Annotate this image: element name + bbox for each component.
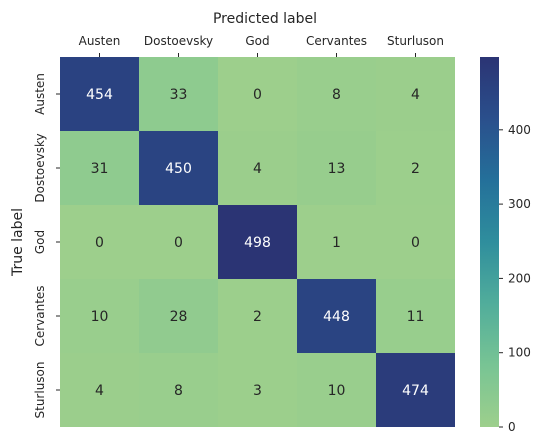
- colorbar-tick-label: 0: [508, 420, 516, 434]
- heatmap-cell: [139, 205, 218, 279]
- cell-value-label: 0: [253, 87, 262, 103]
- heatmap-cell: [297, 57, 376, 131]
- x-tick-label: Sturluson: [387, 34, 444, 48]
- cell-value-label: 8: [174, 383, 183, 399]
- cell-value-label: 4: [253, 161, 262, 177]
- cell-value-label: 28: [170, 309, 188, 325]
- heatmap-cell: [139, 57, 218, 131]
- heatmap-cell: [297, 131, 376, 205]
- heatmap-cell: [218, 279, 297, 353]
- colorbar-tick-label: 100: [508, 346, 531, 360]
- cell-value-label: 8: [332, 87, 341, 103]
- heatmap-cell: [60, 279, 139, 353]
- colorbar-tick-label: 400: [508, 123, 531, 137]
- heatmap-cell: [218, 353, 297, 427]
- heatmap-cell: [218, 57, 297, 131]
- y-tick-labels: Austen Dostoevsky God Cervantes Sturluson: [33, 73, 60, 419]
- y-tick-label: God: [33, 230, 47, 254]
- x-tick-labels: Austen Dostoevsky God Cervantes Sturluson: [79, 34, 444, 57]
- cell-value-label: 1: [332, 235, 341, 251]
- cell-value-label: 0: [174, 235, 183, 251]
- heatmap-cell: [60, 205, 139, 279]
- heatmap-cell: [376, 279, 455, 353]
- heatmap-cell: [376, 131, 455, 205]
- heatmap-cell: [60, 57, 139, 131]
- cell-value-label: 454: [86, 87, 113, 103]
- cell-value-label: 450: [165, 161, 192, 177]
- heatmap-cell: [139, 131, 218, 205]
- cell-value-label: 0: [95, 235, 104, 251]
- heatmap-cell: [218, 205, 297, 279]
- cell-value-label: 4: [95, 383, 104, 399]
- cell-value-label: 448: [323, 309, 350, 325]
- cell-value-label: 11: [407, 309, 425, 325]
- cell-value-label: 2: [411, 161, 420, 177]
- colorbar-scale: [480, 57, 499, 427]
- x-tick-label: Austen: [79, 34, 121, 48]
- x-tick-label: God: [245, 34, 269, 48]
- heatmap-cell: [376, 57, 455, 131]
- heatmap-cell: [376, 205, 455, 279]
- y-tick-label: Cervantes: [33, 285, 47, 346]
- x-axis-title: Predicted label: [213, 11, 317, 27]
- cell-value-label: 2: [253, 309, 262, 325]
- heatmap-cell: [60, 131, 139, 205]
- cell-value-label: 31: [91, 161, 109, 177]
- cell-value-label: 13: [328, 161, 346, 177]
- x-tick-label: Cervantes: [306, 34, 367, 48]
- heatmap-cell: [139, 279, 218, 353]
- heatmap-cell: [60, 353, 139, 427]
- heatmap-cell: [297, 205, 376, 279]
- y-tick-label: Austen: [33, 73, 47, 115]
- colorbar-tick-label: 200: [508, 271, 531, 285]
- cell-value-label: 4: [411, 87, 420, 103]
- colorbar-tick-label: 300: [508, 197, 531, 211]
- y-axis-title: True label: [10, 208, 26, 277]
- heatmap-cell: [376, 353, 455, 427]
- cell-value-label: 33: [170, 87, 188, 103]
- heatmap-cell: [139, 353, 218, 427]
- cell-value-label: 3: [253, 383, 262, 399]
- x-tick-label: Dostoevsky: [144, 34, 213, 48]
- cell-value-label: 10: [328, 383, 346, 399]
- heatmap-cell: [297, 353, 376, 427]
- heatmap-cell: [218, 131, 297, 205]
- colorbar: 0 100 200 300 400: [480, 57, 531, 434]
- cell-value-label: 498: [244, 235, 271, 251]
- y-tick-label: Dostoevsky: [33, 133, 47, 202]
- cell-value-label: 474: [402, 383, 429, 399]
- heatmap-cells: 454 33 0 8 431 450 4 13 20 0 498 1 010 28 2 448 114 8 3 10 4…: [60, 57, 455, 427]
- y-tick-label: Sturluson: [33, 362, 47, 419]
- cell-value-label: 0: [411, 235, 420, 251]
- cell-value-label: 10: [91, 309, 109, 325]
- heatmap-cell: [297, 279, 376, 353]
